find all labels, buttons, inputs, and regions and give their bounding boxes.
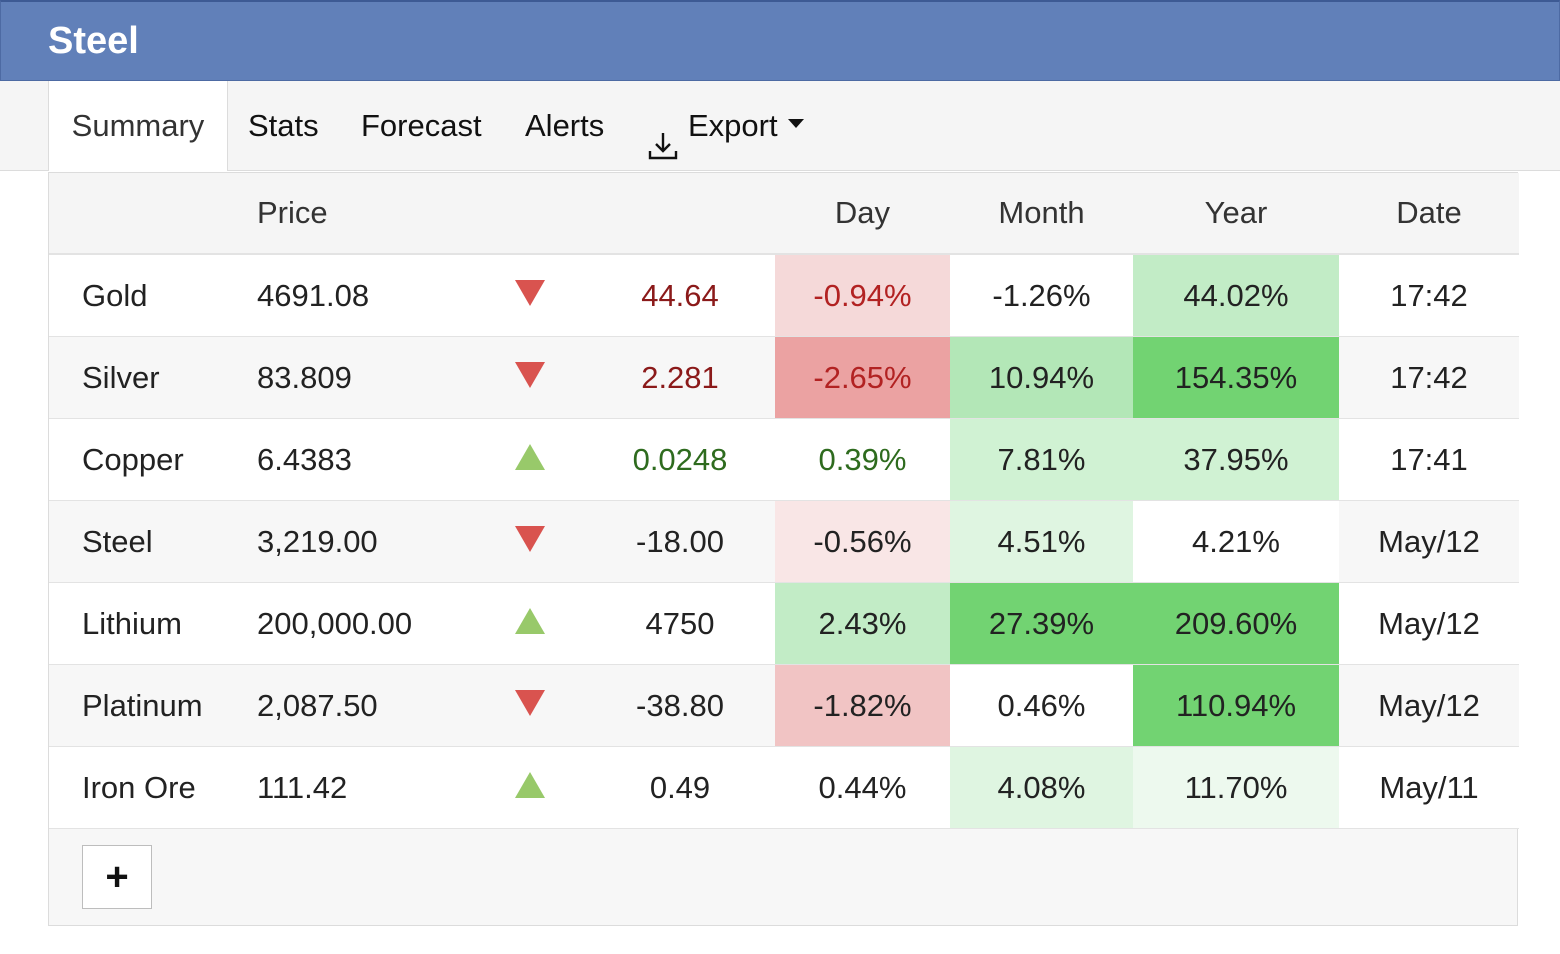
day-change-cell: -1.82% [775, 664, 950, 747]
price-cell: 6.4383 [257, 418, 475, 501]
direction-cell [475, 336, 585, 419]
price-cell: 111.42 [257, 746, 475, 829]
table-row[interactable]: Steel 3,219.00 -18.00 -0.56% 4.51% 4.21% May/1… [49, 500, 1519, 583]
date-cell: May/12 [1339, 500, 1519, 583]
arrow-up-icon [515, 443, 545, 470]
arrow-down-icon [515, 689, 545, 716]
price-cell: 3,219.00 [257, 500, 475, 583]
tab-summary[interactable]: Summary [48, 81, 228, 171]
date-cell: May/11 [1339, 746, 1519, 829]
change-cell: 0.0248 [585, 418, 775, 501]
year-change-cell: 154.35% [1133, 336, 1339, 419]
commodity-name[interactable]: Lithium [49, 582, 257, 665]
month-change-cell: 27.39% [950, 582, 1133, 665]
year-change-cell: 11.70% [1133, 746, 1339, 829]
month-change-cell: -1.26% [950, 254, 1133, 337]
year-change-cell: 44.02% [1133, 254, 1339, 337]
header-direction [475, 173, 585, 255]
page-title: Steel [48, 20, 139, 62]
commodity-name[interactable]: Copper [49, 418, 257, 501]
chevron-down-icon [787, 119, 804, 129]
date-cell: 17:42 [1339, 336, 1519, 419]
day-change-cell: -2.65% [775, 336, 950, 419]
month-change-cell: 4.51% [950, 500, 1133, 583]
export-dropdown[interactable]: Export [646, 81, 804, 170]
arrow-up-icon [515, 607, 545, 634]
change-cell: -38.80 [585, 664, 775, 747]
arrow-down-icon [515, 279, 545, 306]
direction-cell [475, 746, 585, 829]
date-cell: 17:42 [1339, 254, 1519, 337]
change-cell: 44.64 [585, 254, 775, 337]
year-change-cell: 209.60% [1133, 582, 1339, 665]
price-cell: 83.809 [257, 336, 475, 419]
direction-cell [475, 418, 585, 501]
change-cell: -18.00 [585, 500, 775, 583]
month-change-cell: 4.08% [950, 746, 1133, 829]
add-row-button[interactable]: + [82, 845, 152, 909]
change-cell: 2.281 [585, 336, 775, 419]
table-row[interactable]: Lithium 200,000.00 4750 2.43% 27.39% 209.60% M… [49, 582, 1519, 665]
price-cell: 2,087.50 [257, 664, 475, 747]
month-change-cell: 10.94% [950, 336, 1133, 419]
table-row[interactable]: Gold 4691.08 44.64 -0.94% -1.26% 44.02% 17:42 [49, 254, 1519, 337]
table-row[interactable]: Silver 83.809 2.281 -2.65% 10.94% 154.35% 17:4… [49, 336, 1519, 419]
tab-bar: Summary Stats Forecast Alerts Export [0, 81, 1560, 171]
direction-cell [475, 582, 585, 665]
header-name [49, 173, 257, 255]
date-cell: 17:41 [1339, 418, 1519, 501]
month-change-cell: 7.81% [950, 418, 1133, 501]
table-row[interactable]: Copper 6.4383 0.0248 0.39% 7.81% 37.95% 17:41 [49, 418, 1519, 501]
month-change-cell: 0.46% [950, 664, 1133, 747]
change-cell: 0.49 [585, 746, 775, 829]
direction-cell [475, 254, 585, 337]
export-label: Export [688, 108, 778, 143]
year-change-cell: 4.21% [1133, 500, 1339, 583]
commodity-name[interactable]: Platinum [49, 664, 257, 747]
date-cell: May/12 [1339, 664, 1519, 747]
price-cell: 4691.08 [257, 254, 475, 337]
header-change [585, 173, 775, 255]
quotes-panel: Price Day Month Year Date Gold 4691.08 44.… [48, 172, 1519, 926]
header-day[interactable]: Day [775, 173, 950, 255]
header-year[interactable]: Year [1133, 173, 1339, 255]
quotes-table: Price Day Month Year Date Gold 4691.08 44.… [49, 173, 1519, 829]
tab-stats[interactable]: Stats [248, 108, 319, 143]
day-change-cell: -0.94% [775, 254, 950, 337]
day-change-cell: -0.56% [775, 500, 950, 583]
table-row[interactable]: Iron Ore 111.42 0.49 0.44% 4.08% 11.70% May/11 [49, 746, 1519, 829]
commodity-name[interactable]: Silver [49, 336, 257, 419]
year-change-cell: 110.94% [1133, 664, 1339, 747]
year-change-cell: 37.95% [1133, 418, 1339, 501]
header-month[interactable]: Month [950, 173, 1133, 255]
table-header-row: Price Day Month Year Date [49, 173, 1519, 255]
header-price[interactable]: Price [257, 173, 475, 255]
tab-forecast[interactable]: Forecast [361, 108, 482, 143]
arrow-up-icon [515, 771, 545, 798]
arrow-down-icon [515, 525, 545, 552]
direction-cell [475, 500, 585, 583]
tab-alerts[interactable]: Alerts [525, 108, 605, 143]
price-cell: 200,000.00 [257, 582, 475, 665]
direction-cell [475, 664, 585, 747]
header-date[interactable]: Date [1339, 173, 1519, 255]
commodity-name[interactable]: Steel [49, 500, 257, 583]
day-change-cell: 0.44% [775, 746, 950, 829]
title-bar: Steel [0, 0, 1560, 81]
change-cell: 4750 [585, 582, 775, 665]
arrow-down-icon [515, 361, 545, 388]
day-change-cell: 0.39% [775, 418, 950, 501]
commodity-name[interactable]: Iron Ore [49, 746, 257, 829]
commodity-name[interactable]: Gold [49, 254, 257, 337]
download-icon [646, 108, 680, 160]
table-row[interactable]: Platinum 2,087.50 -38.80 -1.82% 0.46% 110.94%… [49, 664, 1519, 747]
day-change-cell: 2.43% [775, 582, 950, 665]
date-cell: May/12 [1339, 582, 1519, 665]
